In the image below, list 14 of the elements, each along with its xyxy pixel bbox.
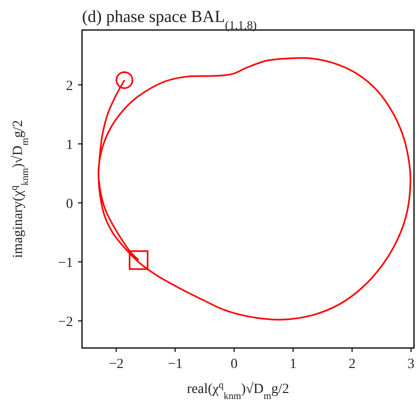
y-tick-label: −1 <box>58 256 73 271</box>
x-tick-label: 1 <box>290 357 297 372</box>
chart-title: (d) phase space BAL$_{(1,1,8)}$ <box>82 7 257 32</box>
y-tick-label: 1 <box>66 138 73 153</box>
y-tick-label: 2 <box>66 78 73 94</box>
y-tick-label: 0 <box>66 196 73 212</box>
y-tick-label: −2 <box>58 314 73 330</box>
x-tick-label: 3 <box>408 357 415 372</box>
x-tick-label: −1 <box>168 357 183 372</box>
x-tick-label: 0 <box>230 357 238 372</box>
x-tick-label: 2 <box>348 357 356 372</box>
x-axis-title: real(χ$^{q}$$_{knm}$)√D$_{m}$g/2 <box>186 380 290 402</box>
line-series <box>98 57 412 320</box>
x-tick-label: −2 <box>108 357 124 372</box>
